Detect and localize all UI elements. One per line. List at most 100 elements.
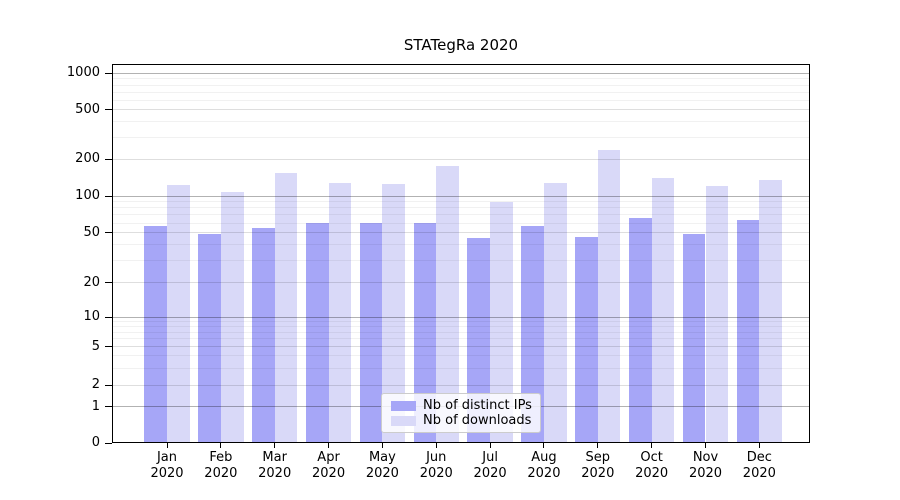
- bar-downloads-apr: [328, 183, 352, 444]
- bar-downloads-mar: [274, 173, 298, 444]
- legend-item: Nb of distinct IPs: [391, 398, 532, 413]
- gridline-minor: [112, 207, 810, 209]
- x-tick: [328, 443, 330, 449]
- legend-label: Nb of distinct IPs: [423, 398, 532, 413]
- gridline-minor: [112, 99, 810, 101]
- y-tick-label: 100: [75, 188, 100, 203]
- bar-downloads-oct: [651, 177, 675, 444]
- x-tick-year: 2020: [258, 466, 292, 481]
- legend-label: Nb of downloads: [423, 413, 532, 428]
- gridline-minor: [112, 201, 810, 203]
- x-tick: [435, 443, 437, 449]
- y-tick: [105, 346, 112, 347]
- x-tick: [543, 443, 545, 449]
- y-tick-label: 500: [75, 101, 100, 117]
- bar-downloads-jan: [167, 184, 190, 444]
- x-tick: [489, 443, 491, 449]
- x-tick: [381, 443, 383, 449]
- legend-item: Nb of downloads: [391, 413, 532, 428]
- x-tick-month: Jul: [482, 450, 498, 465]
- x-tick-year: 2020: [581, 466, 615, 481]
- y-tick: [105, 72, 112, 74]
- y-tick: [105, 384, 112, 386]
- plot-border: [112, 64, 810, 444]
- gridline-major: [112, 316, 810, 318]
- bar-downloads-dec: [759, 179, 783, 444]
- x-tick-year: 2020: [204, 466, 238, 481]
- x-tick-month: May: [368, 450, 396, 465]
- gridline-minor: [112, 222, 810, 224]
- gridline-major: [112, 72, 810, 74]
- gridline-major: [112, 158, 810, 160]
- x-tick: [597, 443, 599, 449]
- gridline-major: [112, 195, 810, 197]
- gridline-minor: [112, 367, 810, 369]
- gridline-minor: [112, 214, 810, 216]
- y-tick-label: 50: [83, 224, 100, 240]
- y-tick-label: 5: [91, 338, 100, 354]
- x-tick-year: 2020: [150, 466, 184, 481]
- bar-downloads-nov: [705, 185, 729, 444]
- y-tick-label: 20: [83, 274, 100, 290]
- x-tick-month: Dec: [746, 450, 772, 465]
- gridline-minor: [112, 84, 810, 86]
- legend: Nb of distinct IPs Nb of downloads: [381, 393, 541, 433]
- x-tick-label: Apr 2020: [299, 450, 359, 482]
- y-tick: [105, 316, 112, 318]
- y-tick: [105, 232, 112, 234]
- bar-downloads-may: [382, 183, 406, 444]
- x-tick-year: 2020: [742, 466, 776, 481]
- gridline-minor: [112, 136, 810, 138]
- gridline-minor: [112, 91, 810, 93]
- gridline-minor: [112, 355, 810, 357]
- y-tick: [105, 195, 112, 197]
- x-tick-label: Jan 2020: [137, 450, 197, 482]
- x-tick: [705, 443, 706, 449]
- x-tick-label: Sep 2020: [568, 450, 628, 482]
- gridline-minor: [112, 338, 810, 340]
- x-tick-label: Jul 2020: [460, 450, 520, 482]
- bar-downloads-jul: [490, 201, 513, 444]
- bar-downloads-jun: [436, 165, 459, 444]
- bar-downloads-aug: [543, 183, 567, 444]
- bar-distinct-ips-jul: [467, 238, 491, 444]
- gridline-major: [112, 282, 810, 284]
- bar-distinct-ips-sep: [575, 237, 598, 444]
- y-tick-label: 2: [91, 377, 100, 393]
- legend-swatch-distinct-ips: [391, 400, 416, 411]
- y-tick: [105, 406, 112, 408]
- x-tick-label: Oct 2020: [622, 450, 682, 482]
- gridline-minor: [112, 325, 810, 327]
- x-tick: [651, 443, 653, 449]
- gridline-minor: [112, 260, 810, 262]
- y-tick-label: 1: [91, 398, 100, 414]
- gridline-minor: [112, 331, 810, 333]
- x-tick: [758, 443, 760, 449]
- x-tick-month: Oct: [640, 450, 663, 465]
- x-tick: [220, 443, 222, 449]
- x-tick-label: Jun 2020: [406, 450, 466, 482]
- y-tick: [105, 282, 112, 284]
- x-tick-month: Mar: [262, 450, 287, 465]
- x-tick-label: May 2020: [352, 450, 412, 482]
- bar-distinct-ips-aug: [521, 225, 544, 444]
- x-tick-year: 2020: [688, 466, 723, 481]
- x-tick-label: Dec 2020: [729, 450, 789, 482]
- gridline-minor: [112, 78, 810, 80]
- x-tick-month: Apr: [317, 450, 340, 465]
- bar-distinct-ips-jan: [144, 225, 167, 444]
- y-tick-label: 1000: [66, 65, 100, 81]
- x-tick-year: 2020: [419, 466, 453, 481]
- gridline-minor: [112, 121, 810, 123]
- bar-distinct-ips-dec: [736, 220, 760, 444]
- gridline-major: [112, 109, 810, 111]
- x-tick-label: Aug 2020: [514, 450, 574, 482]
- x-tick-month: Jun: [426, 450, 447, 465]
- legend-swatch-downloads: [391, 415, 416, 426]
- x-tick-year: 2020: [473, 466, 507, 481]
- x-tick-month: Aug: [531, 450, 557, 465]
- x-tick: [166, 443, 168, 449]
- y-tick-label: 200: [75, 151, 100, 166]
- y-tick-label: 0: [91, 435, 100, 451]
